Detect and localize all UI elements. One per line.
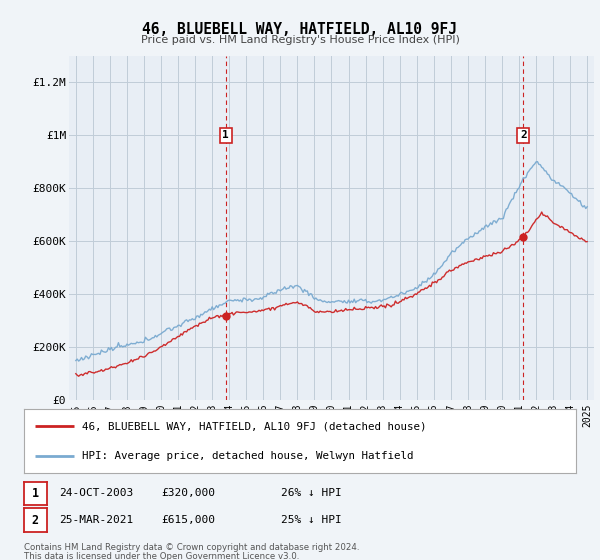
Text: HPI: Average price, detached house, Welwyn Hatfield: HPI: Average price, detached house, Welw… (82, 451, 413, 461)
Text: 46, BLUEBELL WAY, HATFIELD, AL10 9FJ: 46, BLUEBELL WAY, HATFIELD, AL10 9FJ (143, 22, 458, 38)
Text: 2: 2 (32, 514, 39, 527)
Text: 46, BLUEBELL WAY, HATFIELD, AL10 9FJ (detached house): 46, BLUEBELL WAY, HATFIELD, AL10 9FJ (de… (82, 421, 427, 431)
Text: 1: 1 (223, 130, 229, 141)
Text: 25% ↓ HPI: 25% ↓ HPI (281, 515, 341, 525)
Text: 25-MAR-2021: 25-MAR-2021 (59, 515, 133, 525)
Text: 26% ↓ HPI: 26% ↓ HPI (281, 488, 341, 498)
Text: £615,000: £615,000 (161, 515, 215, 525)
Text: 1: 1 (32, 487, 39, 500)
Text: Contains HM Land Registry data © Crown copyright and database right 2024.: Contains HM Land Registry data © Crown c… (24, 543, 359, 552)
Text: 24-OCT-2003: 24-OCT-2003 (59, 488, 133, 498)
Text: Price paid vs. HM Land Registry's House Price Index (HPI): Price paid vs. HM Land Registry's House … (140, 35, 460, 45)
Text: 2: 2 (520, 130, 527, 141)
Text: This data is licensed under the Open Government Licence v3.0.: This data is licensed under the Open Gov… (24, 552, 299, 560)
Text: £320,000: £320,000 (161, 488, 215, 498)
